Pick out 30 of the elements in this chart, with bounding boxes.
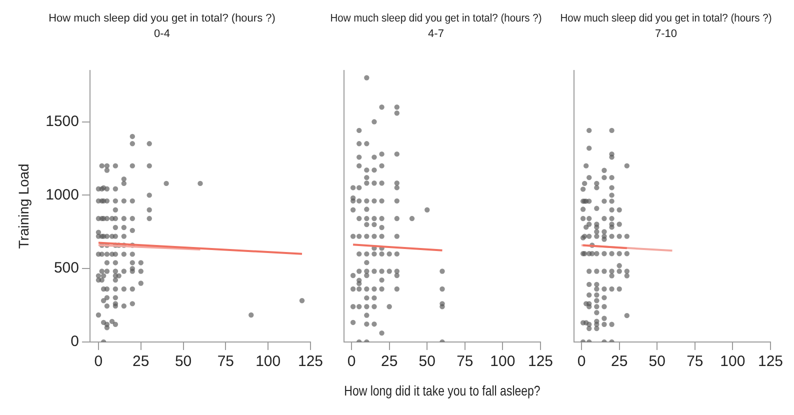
x-tick-label: 125: [758, 353, 783, 370]
x-tick-label: 100: [490, 353, 516, 370]
y-tick-label: 1000: [46, 186, 79, 204]
y-tick-label: 500: [54, 260, 79, 277]
x-tick-label: 25: [611, 353, 628, 370]
y-tick-label: 1500: [46, 112, 79, 130]
x-tick-label: 50: [648, 353, 666, 370]
x-tick-label: 25: [132, 353, 150, 370]
x-tick-label: 75: [686, 353, 704, 370]
chart-title: How much sleep did you get in total? (hours ?): [48, 12, 276, 25]
x-tick-label: 125: [298, 353, 323, 370]
chart-title: How much sleep did you get in total? (hours ?): [330, 12, 542, 25]
x-tick-label: 125: [528, 353, 553, 370]
chart-subtitle: 4-7: [428, 28, 444, 40]
y-tick-label: 0: [70, 333, 79, 350]
x-tick-label: 50: [174, 353, 192, 370]
x-tick-label: 75: [217, 353, 234, 370]
x-tick-label: 75: [456, 353, 474, 370]
y-axis-title: Training Load: [15, 164, 32, 249]
chart-title: How much sleep did you get in total? (hours ?): [560, 12, 772, 25]
chart-subtitle: 7-10: [654, 28, 678, 40]
x-axis-title: How long did it take you to fall asleep?: [344, 382, 540, 399]
x-tick-label: 100: [720, 353, 746, 370]
x-tick-label: 100: [256, 353, 281, 370]
x-tick-label: 0: [577, 353, 586, 370]
x-tick-label: 50: [418, 353, 436, 370]
x-tick-label: 0: [347, 353, 356, 370]
x-tick-label: 0: [94, 353, 103, 370]
x-tick-label: 25: [381, 353, 398, 370]
chart-subtitle: 0-4: [154, 28, 170, 40]
